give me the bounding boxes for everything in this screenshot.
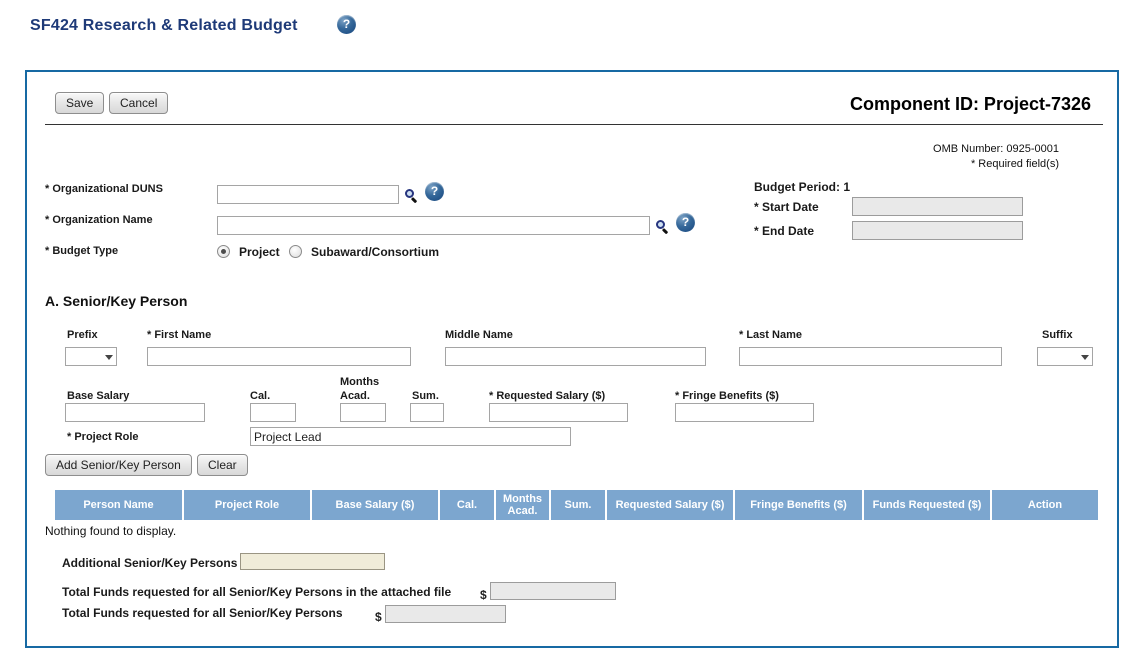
cal-label: Cal. [250, 390, 271, 402]
middle-name-input[interactable] [445, 347, 706, 366]
table-column-header[interactable]: Base Salary ($) [312, 490, 438, 520]
grand-total-currency: $ [375, 610, 382, 624]
budget-type-option-project[interactable]: Project [239, 245, 280, 259]
table-column-header[interactable]: Action [992, 490, 1098, 520]
table-column-header[interactable]: Months Acad. [496, 490, 549, 520]
table-column-header[interactable]: Cal. [440, 490, 494, 520]
first-name-label: * First Name [147, 329, 212, 341]
budget-form-panel: Save Cancel Component ID: Project-7326 O… [25, 70, 1119, 648]
attached-total-currency: $ [480, 588, 487, 602]
save-button[interactable]: Save [55, 92, 105, 114]
budget-type-radio-project[interactable] [217, 245, 230, 258]
project-role-input[interactable] [250, 427, 571, 446]
table-column-header[interactable]: Sum. [551, 490, 605, 520]
clear-button[interactable]: Clear [197, 454, 248, 476]
table-column-header[interactable]: Project Role [184, 490, 310, 520]
grand-total-label: Total Funds requested for all Senior/Key… [62, 606, 343, 620]
org-name-input[interactable] [217, 216, 650, 235]
divider [45, 124, 1103, 125]
omb-number: OMB Number: 0925-0001 [933, 143, 1059, 155]
cancel-button[interactable]: Cancel [109, 92, 169, 114]
section-a-heading: A. Senior/Key Person [45, 293, 188, 309]
component-id: Component ID: Project-7326 [849, 94, 1091, 114]
last-name-label: * Last Name [739, 329, 802, 341]
middle-name-label: Middle Name [445, 329, 513, 341]
org-duns-input[interactable] [217, 185, 399, 204]
first-name-input[interactable] [147, 347, 411, 366]
end-date-label: * End Date [754, 224, 815, 238]
requested-salary-input[interactable] [489, 403, 628, 422]
prefix-label: Prefix [67, 329, 98, 341]
omb-block: OMB Number: 0925-0001 * Required field(s… [933, 142, 1059, 172]
suffix-label: Suffix [1042, 329, 1073, 341]
prefix-select[interactable] [65, 347, 117, 366]
requested-salary-label: * Requested Salary ($) [489, 390, 606, 402]
budget-type-label: * Budget Type [45, 245, 119, 257]
acad-input[interactable] [340, 403, 386, 422]
table-header-row: Person Name Project Role Base Salary ($) Ca… [55, 490, 1098, 520]
table-empty-message: Nothing found to display. [45, 524, 177, 538]
table-column-header[interactable]: Person Name [55, 490, 182, 520]
budget-period-label: Budget Period: 1 [754, 180, 851, 194]
months-label: Months [340, 376, 380, 388]
attached-total-input[interactable] [490, 582, 616, 600]
additional-persons-label: Additional Senior/Key Persons [62, 556, 238, 570]
grand-total-input[interactable] [385, 605, 506, 623]
fringe-benefits-input[interactable] [675, 403, 814, 422]
end-date-input[interactable] [852, 221, 1023, 240]
org-duns-label: * Organizational DUNS [45, 183, 163, 195]
sum-input[interactable] [410, 403, 444, 422]
budget-type-radio-subaward[interactable] [289, 245, 302, 258]
last-name-input[interactable] [739, 347, 1002, 366]
table-column-header[interactable]: Fringe Benefits ($) [735, 490, 862, 520]
table-column-header[interactable]: Funds Requested ($) [864, 490, 990, 520]
fringe-benefits-label: * Fringe Benefits ($) [675, 390, 779, 402]
suffix-select[interactable] [1037, 347, 1093, 366]
acad-label: Acad. [340, 390, 370, 402]
chevron-down-icon [105, 355, 113, 360]
start-date-label: * Start Date [754, 200, 819, 214]
base-salary-input[interactable] [65, 403, 205, 422]
org-name-search-icon[interactable] [656, 220, 670, 235]
project-role-label: * Project Role [67, 431, 139, 443]
start-date-input[interactable] [852, 197, 1023, 216]
chevron-down-icon [1081, 355, 1089, 360]
additional-persons-input[interactable] [240, 553, 385, 570]
duns-search-icon[interactable] [405, 189, 419, 204]
table-column-header[interactable]: Requested Salary ($) [607, 490, 733, 520]
duns-help-icon[interactable]: ? [425, 182, 444, 201]
page-title: SF424 Research & Related Budget [30, 17, 298, 34]
add-senior-key-person-button[interactable]: Add Senior/Key Person [45, 454, 192, 476]
sum-label: Sum. [412, 390, 439, 402]
cal-input[interactable] [250, 403, 296, 422]
org-name-label: * Organization Name [45, 214, 153, 226]
page-help-icon[interactable]: ? [337, 15, 356, 34]
required-note: * Required field(s) [970, 158, 1059, 170]
base-salary-label: Base Salary [67, 390, 130, 402]
org-name-help-icon[interactable]: ? [676, 213, 695, 232]
attached-total-label: Total Funds requested for all Senior/Key… [62, 585, 452, 599]
budget-type-option-subaward[interactable]: Subaward/Consortium [311, 245, 440, 259]
